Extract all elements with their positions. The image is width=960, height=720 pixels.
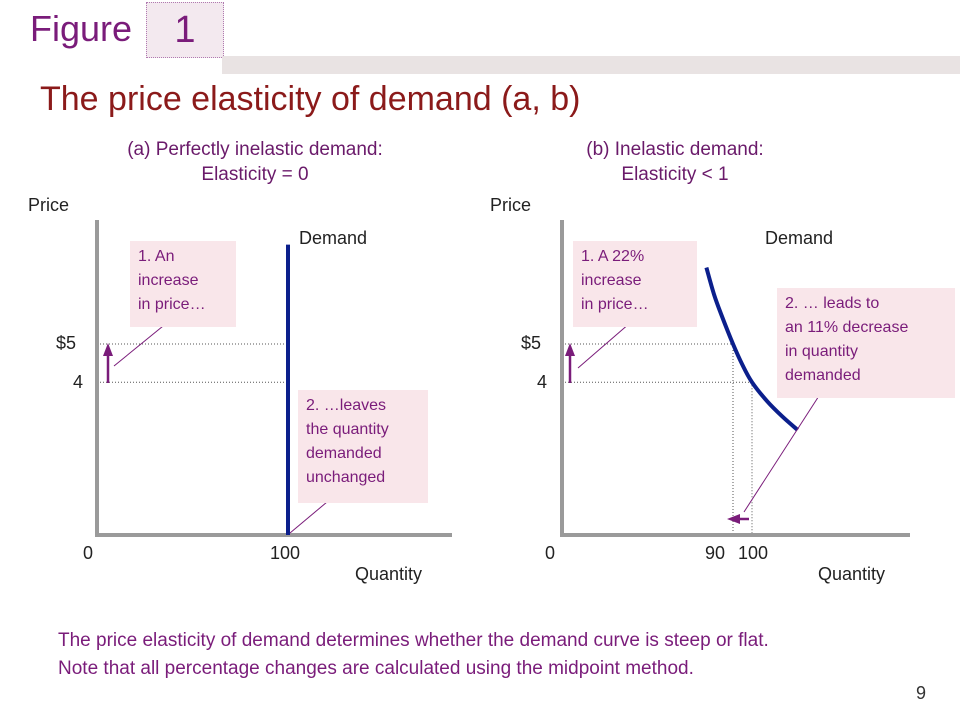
panel-b-callout-price-increase: 1. A 22% increase in price…: [573, 241, 697, 327]
panel-b-callout1-leader: [577, 322, 631, 369]
callout-line: unchanged: [306, 469, 386, 486]
figure-number: 1: [146, 2, 224, 58]
callout-line: 2. … leads to: [785, 295, 880, 312]
slide-title: The price elasticity of demand (a, b): [40, 80, 581, 118]
panel-b-title-line2: Elasticity < 1: [621, 164, 729, 185]
panel-b-chart: Price Quantity Demand 0 $5 4 90 100: [490, 195, 910, 584]
panel-b-price-arrowhead: [565, 343, 575, 356]
caption-line-2: Note that all percentage changes are cal…: [58, 658, 694, 679]
panel-a-ytick-5: $5: [56, 333, 76, 353]
panel-b-axes: [560, 220, 910, 537]
panel-a-axes: [95, 220, 452, 537]
panel-b-guides: [562, 343, 753, 535]
panel-a-chart: Price Quantity Demand 0 $5 4 100: [28, 195, 452, 584]
callout-line: 2. …leaves: [306, 397, 387, 414]
panel-a-callout2-leader: [289, 501, 328, 534]
callout-line: in price…: [138, 296, 206, 313]
panel-b-ytick-5: $5: [521, 333, 541, 353]
panel-a-ytick-4: 4: [73, 372, 83, 392]
panel-b-ylabel: Price: [490, 195, 531, 215]
header-bar: [222, 56, 960, 74]
callout-line: in price…: [581, 296, 649, 313]
panel-b-ytick-4: 4: [537, 372, 547, 392]
panel-b-title-line1: (b) Inelastic demand:: [586, 139, 764, 160]
panel-a-xtick-100: 100: [270, 543, 300, 563]
panel-b-callout2-leader: [743, 384, 827, 513]
panel-a-guides: [97, 343, 288, 383]
panel-a-callout-price-increase: 1. An increase in price…: [130, 241, 236, 327]
panel-a-ylabel: Price: [28, 195, 69, 215]
callout-line: an 11% decrease: [785, 319, 909, 336]
panel-b-quantity-arrowhead: [727, 514, 740, 524]
callout-line: demanded: [306, 445, 382, 462]
page-number: 9: [916, 683, 927, 703]
panel-a-callout1-leader: [113, 321, 169, 367]
panel-b-xlabel: Quantity: [818, 564, 885, 584]
panel-b-xtick-90: 90: [705, 543, 725, 563]
panel-b-demand-label: Demand: [765, 228, 833, 248]
panel-a-title-line2: Elasticity = 0: [201, 164, 309, 185]
panel-a-price-arrowhead: [103, 343, 113, 356]
callout-line: demanded: [785, 367, 861, 384]
panel-a-title: (a) Perfectly inelastic demand: Elastici…: [70, 137, 440, 187]
callout-line: the quantity: [306, 421, 389, 438]
callout-line: increase: [138, 272, 199, 289]
panel-b-callout-quantity-decrease: 2. … leads to an 11% decrease in quantit…: [777, 288, 955, 398]
panel-b-demand-curve: [704, 267, 799, 432]
panel-a-demand-label: Demand: [299, 228, 367, 248]
panel-a-origin: 0: [83, 543, 93, 563]
panel-b-origin: 0: [545, 543, 555, 563]
caption-line-1: The price elasticity of demand determine…: [58, 630, 769, 651]
panel-a-xlabel: Quantity: [355, 564, 422, 584]
callout-line: in quantity: [785, 343, 858, 360]
figure-label: Figure: [30, 8, 133, 49]
callout-line: 1. A 22%: [581, 248, 645, 265]
callout-line: increase: [581, 272, 642, 289]
panel-b-xtick-100: 100: [738, 543, 768, 563]
panel-b-title: (b) Inelastic demand: Elasticity < 1: [495, 137, 855, 187]
panel-a-callout-quantity-unchanged: 2. …leaves the quantity demanded unchang…: [298, 390, 428, 503]
panel-a-title-line1: (a) Perfectly inelastic demand:: [127, 139, 383, 160]
callout-line: 1. An: [138, 248, 175, 265]
